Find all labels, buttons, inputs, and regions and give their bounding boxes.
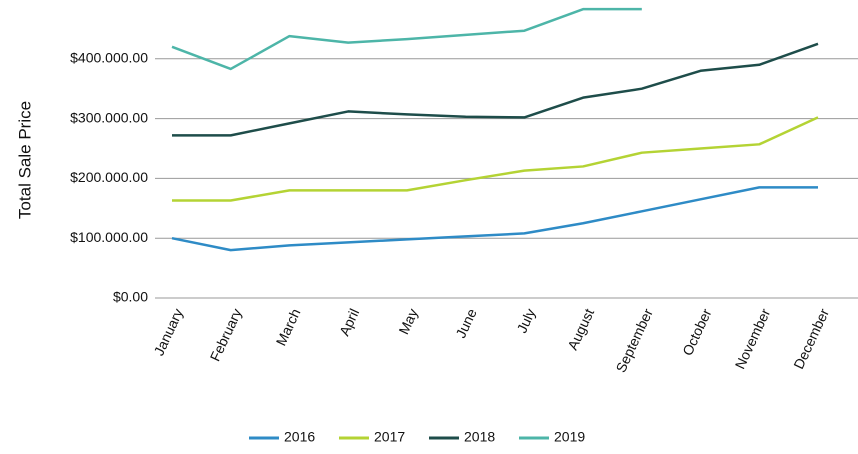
x-tick-label: November (732, 306, 774, 372)
legend-label: 2016 (284, 429, 315, 445)
x-tick-label: June (452, 306, 479, 340)
x-tick-label: May (395, 306, 421, 337)
x-tick-label: October (679, 306, 715, 358)
legend-label: 2018 (464, 429, 495, 445)
legend-label: 2017 (374, 429, 405, 445)
y-tick-label: $0.00 (113, 289, 148, 305)
x-tick-label: August (564, 306, 597, 352)
series-line (171, 7, 642, 71)
legend-label: 2019 (554, 429, 585, 445)
series-line (171, 186, 818, 252)
series-line (172, 42, 819, 137)
x-tick-label: March (273, 306, 304, 348)
y-tick-label: $100.000.00 (70, 229, 148, 245)
y-tick-label: $300.000.00 (70, 109, 148, 125)
x-tick-label: April (336, 306, 362, 338)
x-tick-label: January (151, 306, 187, 358)
y-tick-label: $400.000.00 (70, 50, 148, 66)
y-axis-label: Total Sale Price (15, 101, 34, 219)
series-line (172, 116, 819, 202)
x-tick-label: December (790, 306, 832, 372)
x-tick-label: February (207, 306, 245, 364)
x-tick-label: September (612, 306, 656, 375)
y-tick-label: $200.000.00 (70, 169, 148, 185)
x-tick-label: July (513, 306, 538, 335)
